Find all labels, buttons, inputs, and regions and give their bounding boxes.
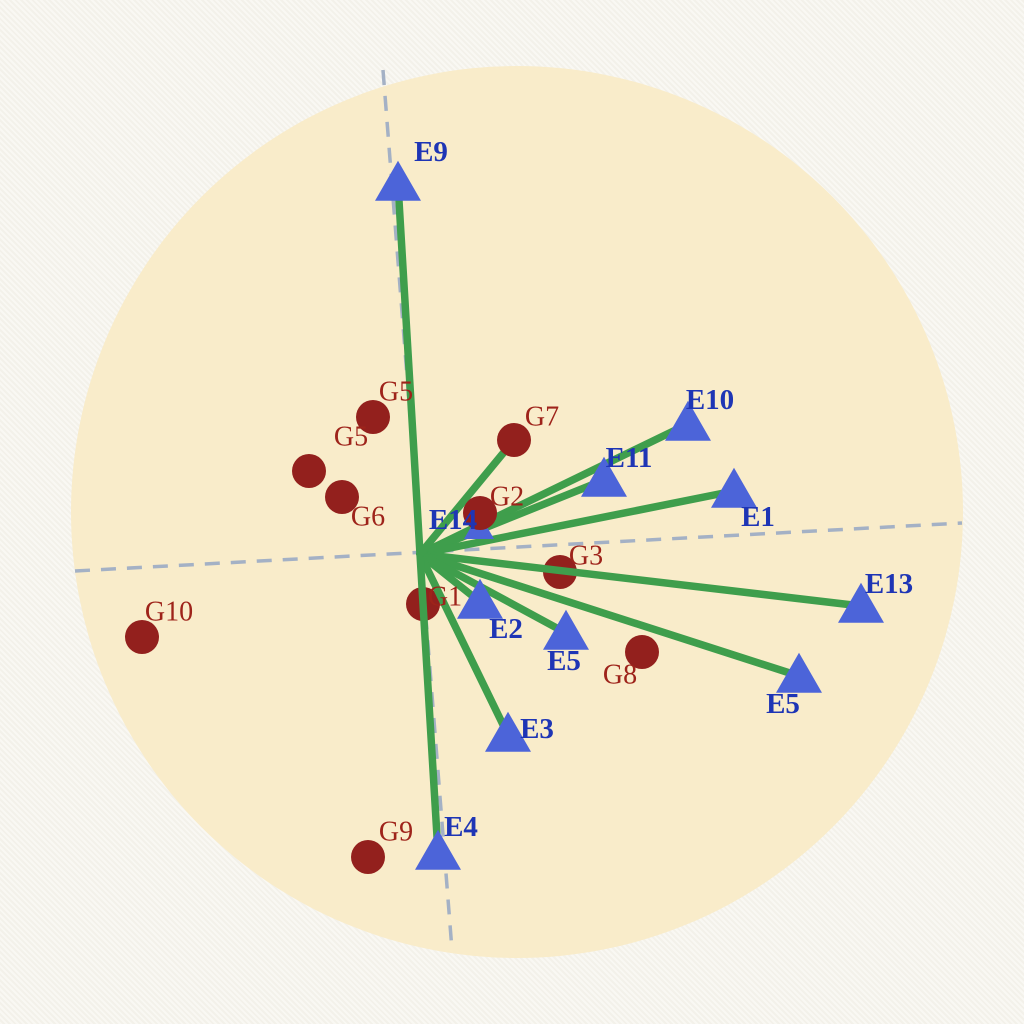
env-marker-E1 — [711, 467, 757, 508]
vector-E9 — [394, 180, 424, 558]
env-label-E13: E13 — [865, 568, 913, 600]
axis-horizontal-dashed-line — [74, 521, 963, 573]
env-label-E14: E14 — [429, 504, 477, 536]
vector-E11 — [416, 476, 608, 558]
vector-E13 — [416, 550, 865, 610]
env-marker-E3 — [485, 711, 531, 752]
env-marker-E4 — [415, 829, 461, 870]
gen-label-G5: G5 — [379, 377, 413, 408]
env-label-E3: E3 — [520, 713, 554, 745]
env-marker-E13 — [838, 582, 884, 623]
env-marker-E9 — [375, 160, 421, 201]
env-label-E1: E1 — [741, 501, 775, 533]
gen-label-G9: G9 — [379, 817, 413, 848]
gen-marker-G9 — [351, 840, 385, 874]
env-label-E4: E4 — [444, 811, 478, 843]
env-label-E5: E5 — [547, 645, 581, 677]
gen-label-G8: G8 — [603, 660, 637, 691]
vector-E2 — [416, 550, 484, 606]
gen-marker-G7 — [497, 423, 531, 457]
axis-vertical-dashed-line — [381, 69, 454, 951]
vector-E5 — [416, 550, 803, 680]
env-label-E11: E11 — [606, 442, 653, 474]
gen-label-G6: G6 — [351, 502, 385, 533]
vector-E5 — [416, 550, 570, 637]
gen-marker-G5 — [356, 400, 390, 434]
env-marker-E2 — [457, 578, 503, 619]
env-marker-E5 — [543, 609, 589, 650]
gen-label-G1: G1 — [428, 582, 462, 613]
env-label-E9: E9 — [414, 136, 448, 168]
vector-E3 — [416, 550, 512, 739]
env-marker-E5 — [776, 652, 822, 693]
env-marker-E10 — [665, 400, 711, 441]
gen-marker-G2 — [463, 496, 497, 530]
gen-label-G10: G10 — [145, 597, 193, 628]
vector-G7 — [416, 436, 518, 558]
gen-label-G2: G2 — [490, 482, 524, 513]
gen-marker-G10 — [125, 620, 159, 654]
env-label-E5: E5 — [766, 688, 800, 720]
gen-marker-G5 — [292, 454, 326, 488]
env-label-E2: E2 — [489, 613, 523, 645]
gen-marker-G6 — [325, 480, 359, 514]
gen-label-G3: G3 — [569, 541, 603, 572]
gen-label-G5: G5 — [334, 422, 368, 453]
vector-E1 — [416, 487, 738, 558]
gen-label-G7: G7 — [525, 402, 559, 433]
env-label-E10: E10 — [686, 384, 734, 416]
vector-E4 — [416, 550, 442, 857]
env-marker-E11 — [581, 456, 627, 497]
gen-marker-G8 — [625, 635, 659, 669]
